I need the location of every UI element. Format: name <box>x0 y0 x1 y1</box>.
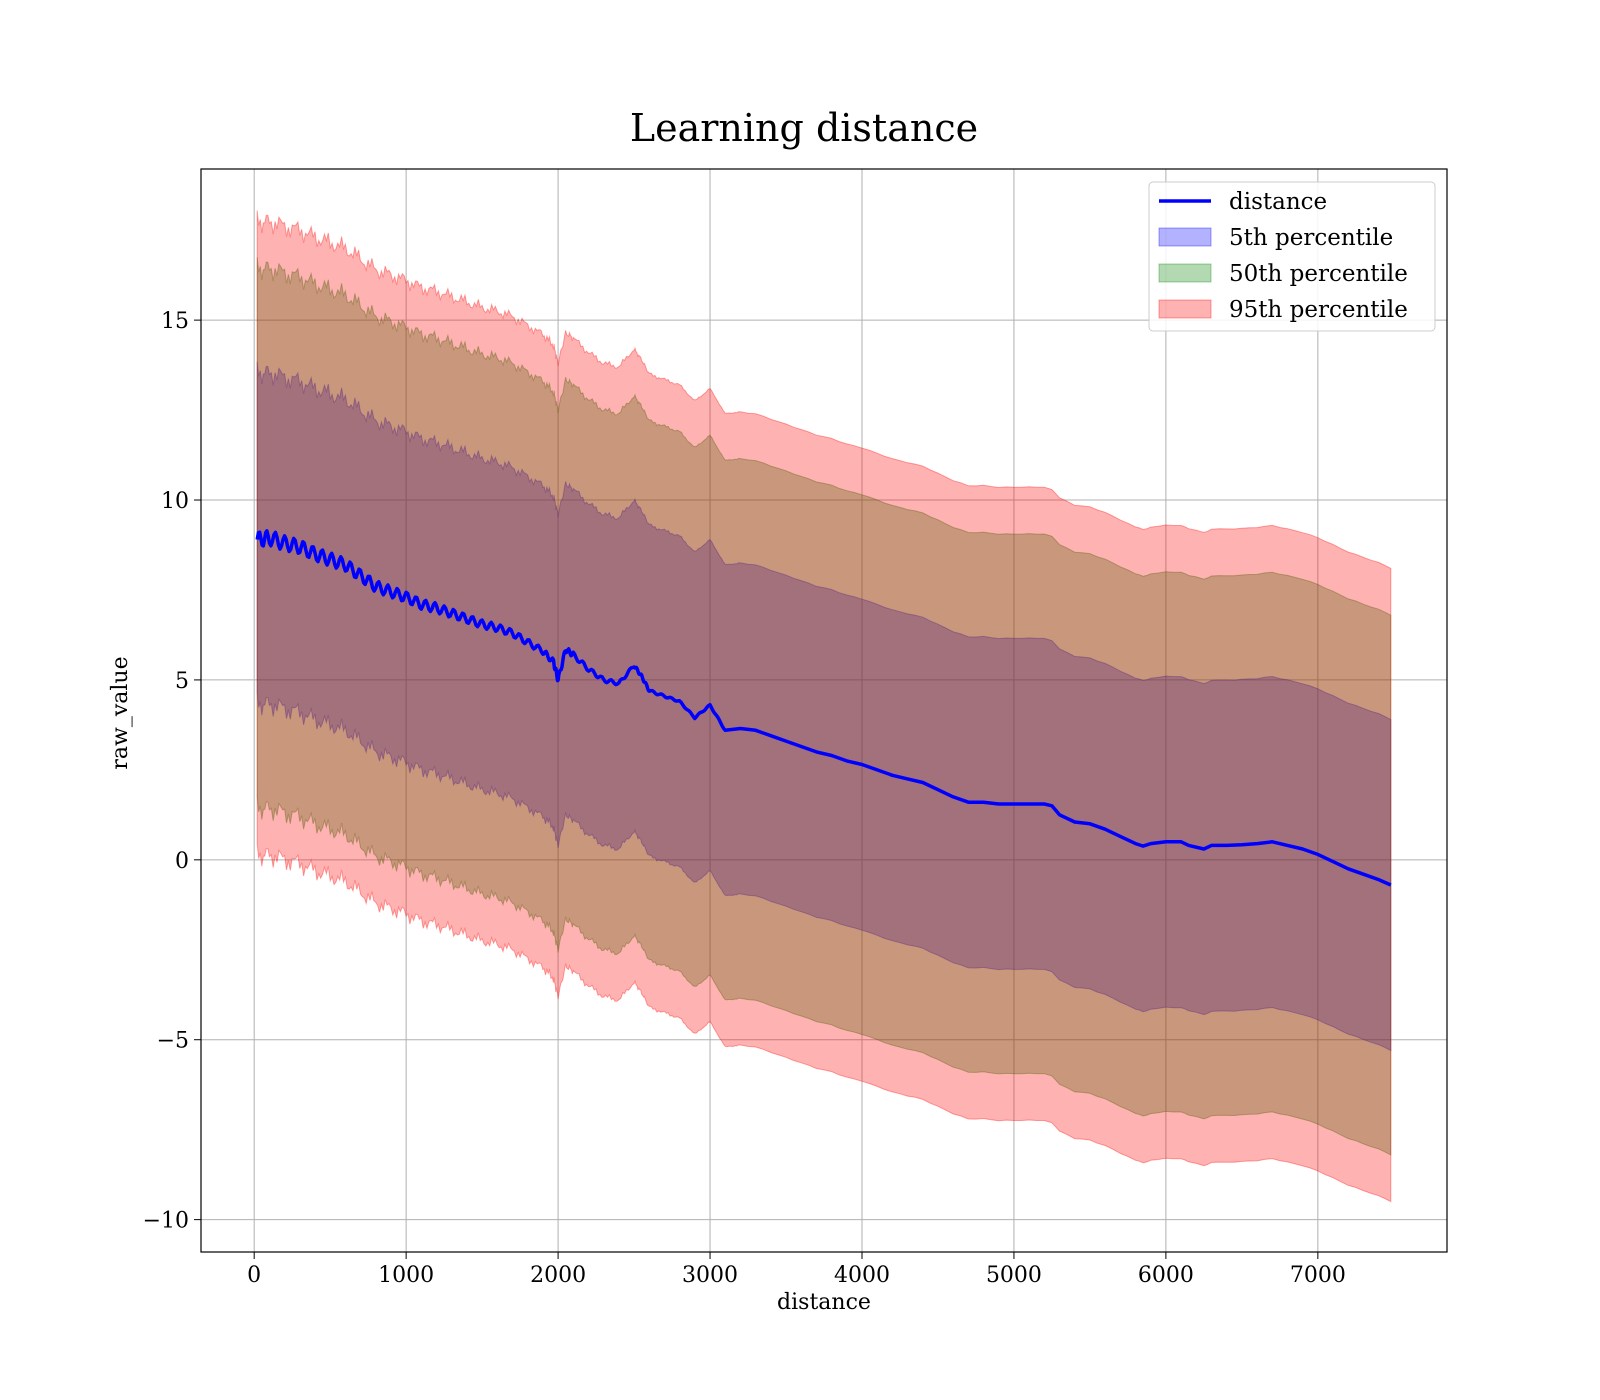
x-tick-label: 4000 <box>834 1263 890 1288</box>
y-tick-label: −5 <box>157 1029 189 1054</box>
legend-label: 5th percentile <box>1229 225 1393 251</box>
tick-layer: 0 1000 2000 3000 4000 5000 6000 7000 −10 −5 0 5 10 15 <box>143 309 1346 1288</box>
legend-swatch-5th-percentile <box>1158 227 1212 247</box>
plot-frame <box>200 168 1448 1253</box>
distance-line <box>255 529 1392 887</box>
legend-swatch-95th-percentile <box>1158 299 1212 319</box>
y-tick-label: 10 <box>161 489 189 514</box>
band-5th-percentile <box>256 361 1392 1052</box>
x-tick-label: 2000 <box>530 1263 586 1288</box>
legend-swatch-50th-percentile <box>1158 263 1212 283</box>
chart-title: Learning distance <box>630 106 978 150</box>
y-tick-label: 5 <box>175 669 189 694</box>
legend-box <box>1148 181 1436 332</box>
band-layer <box>256 210 1392 1203</box>
x-tick-label: 1000 <box>378 1263 434 1288</box>
legend-label: 95th percentile <box>1229 297 1408 323</box>
x-tick-label: 3000 <box>682 1263 738 1288</box>
legend-label: distance <box>1229 189 1327 215</box>
legend-label: 50th percentile <box>1229 261 1408 287</box>
x-tick-label: 7000 <box>1290 1263 1346 1288</box>
x-tick-label: 5000 <box>986 1263 1042 1288</box>
x-axis-label: distance <box>777 1290 871 1315</box>
y-axis-label: raw_value <box>108 656 133 769</box>
legend: distance 5th percentile 50th percentile 95t… <box>1148 181 1436 332</box>
y-tick-label: 15 <box>161 309 189 334</box>
x-tick-label: 6000 <box>1138 1263 1194 1288</box>
x-tick-label: 0 <box>247 1263 261 1288</box>
band-50th-percentile <box>256 257 1392 1156</box>
y-tick-label: −10 <box>143 1209 189 1234</box>
line-layer <box>255 529 1392 887</box>
plot-border <box>200 168 1448 1253</box>
band-95th-percentile <box>256 210 1392 1203</box>
y-tick-label: 0 <box>175 849 189 874</box>
